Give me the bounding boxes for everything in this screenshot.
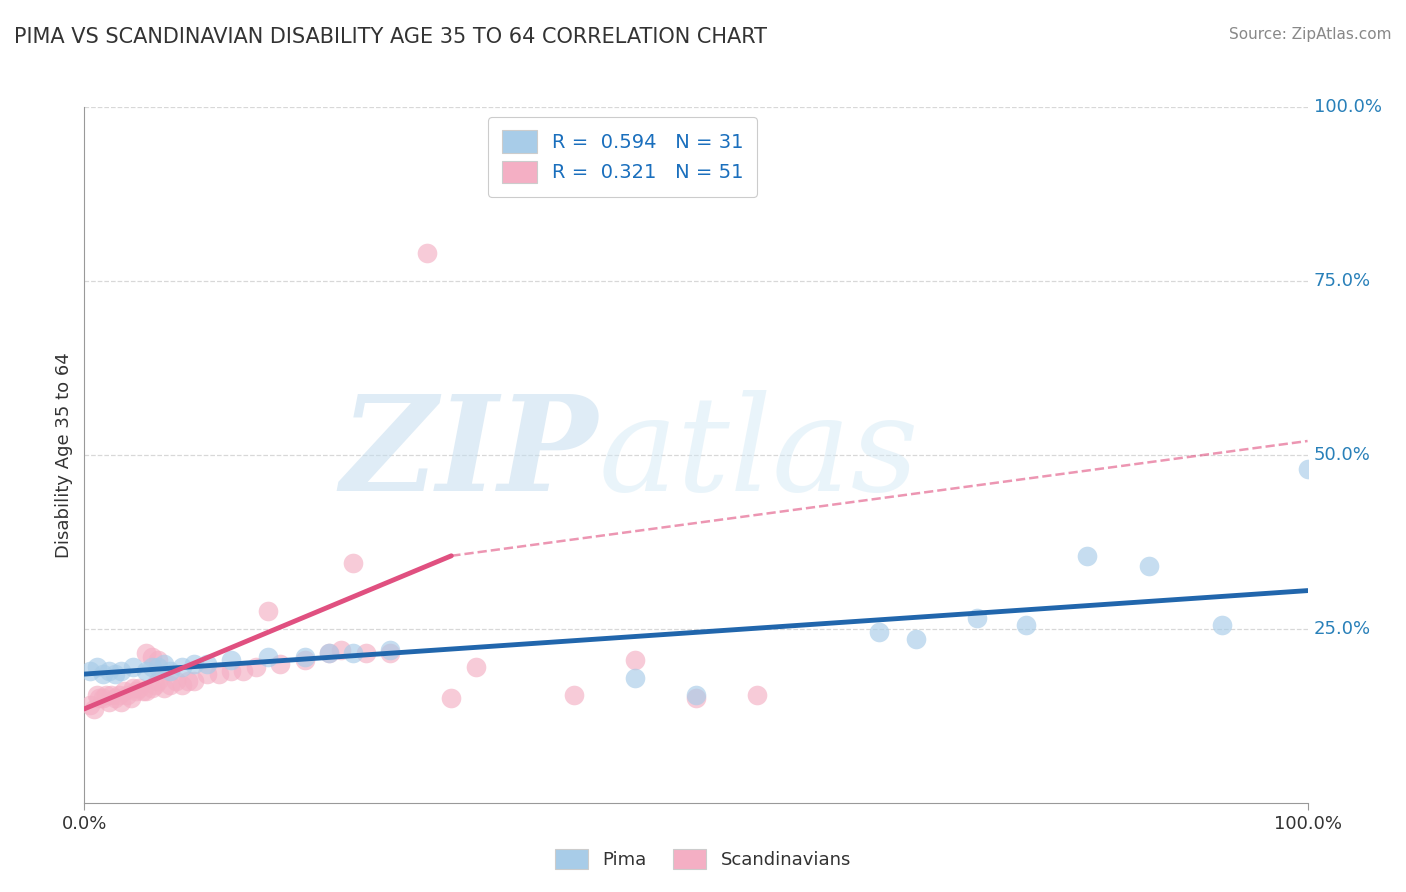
Point — [1076, 549, 1098, 563]
Point — [219, 653, 242, 667]
Point — [1015, 618, 1038, 632]
Point — [112, 684, 135, 698]
Point — [122, 660, 145, 674]
Point — [342, 556, 364, 570]
Text: PIMA VS SCANDINAVIAN DISABILITY AGE 35 TO 64 CORRELATION CHART: PIMA VS SCANDINAVIAN DISABILITY AGE 35 T… — [14, 27, 768, 46]
Point — [624, 671, 647, 685]
Point — [146, 653, 169, 667]
Point — [269, 657, 291, 671]
Point — [318, 646, 340, 660]
Point — [1137, 559, 1160, 574]
Point — [380, 646, 402, 660]
Point — [440, 691, 463, 706]
Point — [79, 664, 101, 678]
Y-axis label: Disability Age 35 to 64: Disability Age 35 to 64 — [55, 352, 73, 558]
Point — [416, 246, 439, 260]
Point — [104, 691, 127, 706]
Point — [294, 649, 316, 664]
Point — [257, 649, 280, 664]
Point — [219, 664, 242, 678]
Point — [153, 681, 176, 695]
Point — [86, 688, 108, 702]
Point — [125, 684, 148, 698]
Point — [318, 646, 340, 660]
Point — [464, 660, 486, 674]
Point — [128, 681, 150, 695]
Point — [153, 657, 176, 671]
Point — [115, 688, 138, 702]
Point — [141, 649, 163, 664]
Point — [165, 674, 187, 689]
Point — [79, 698, 101, 713]
Point — [141, 681, 163, 695]
Point — [172, 660, 194, 674]
Point — [91, 691, 114, 706]
Point — [132, 684, 155, 698]
Text: 25.0%: 25.0% — [1313, 620, 1371, 638]
Point — [172, 677, 194, 691]
Point — [294, 653, 316, 667]
Point — [966, 611, 988, 625]
Point — [183, 674, 205, 689]
Point — [100, 688, 122, 702]
Point — [685, 688, 707, 702]
Point — [97, 695, 120, 709]
Text: 50.0%: 50.0% — [1313, 446, 1371, 464]
Point — [110, 664, 132, 678]
Point — [183, 657, 205, 671]
Text: Source: ZipAtlas.com: Source: ZipAtlas.com — [1229, 27, 1392, 42]
Point — [624, 653, 647, 667]
Point — [685, 691, 707, 706]
Point — [86, 660, 108, 674]
Text: 75.0%: 75.0% — [1313, 272, 1371, 290]
Point — [141, 660, 163, 674]
Point — [869, 625, 891, 640]
Point — [146, 660, 169, 674]
Point — [122, 681, 145, 695]
Point — [91, 667, 114, 681]
Point — [159, 664, 181, 678]
Point — [135, 684, 157, 698]
Point — [110, 695, 132, 709]
Point — [354, 646, 377, 660]
Point — [1211, 618, 1233, 632]
Text: ZIP: ZIP — [340, 391, 598, 519]
Legend: R =  0.594   N = 31, R =  0.321   N = 51: R = 0.594 N = 31, R = 0.321 N = 51 — [488, 117, 758, 196]
Point — [83, 702, 105, 716]
Point — [195, 657, 218, 671]
Point — [905, 632, 928, 647]
Point — [245, 660, 267, 674]
Point — [159, 677, 181, 691]
Point — [562, 688, 585, 702]
Point — [104, 667, 127, 681]
Point — [135, 664, 157, 678]
Text: 100.0%: 100.0% — [1313, 98, 1382, 116]
Point — [208, 667, 231, 681]
Point — [146, 674, 169, 689]
Point — [97, 664, 120, 678]
Point — [96, 688, 118, 702]
Point — [177, 674, 200, 689]
Point — [107, 688, 129, 702]
Point — [257, 605, 280, 619]
Point — [1296, 462, 1319, 476]
Point — [232, 664, 254, 678]
Legend: Pima, Scandinavians: Pima, Scandinavians — [546, 839, 860, 879]
Point — [120, 691, 142, 706]
Point — [380, 642, 402, 657]
Point — [747, 688, 769, 702]
Text: atlas: atlas — [598, 391, 918, 519]
Point — [135, 646, 157, 660]
Point — [342, 646, 364, 660]
Point — [330, 642, 353, 657]
Point — [143, 677, 166, 691]
Point — [87, 691, 110, 706]
Point — [195, 667, 218, 681]
